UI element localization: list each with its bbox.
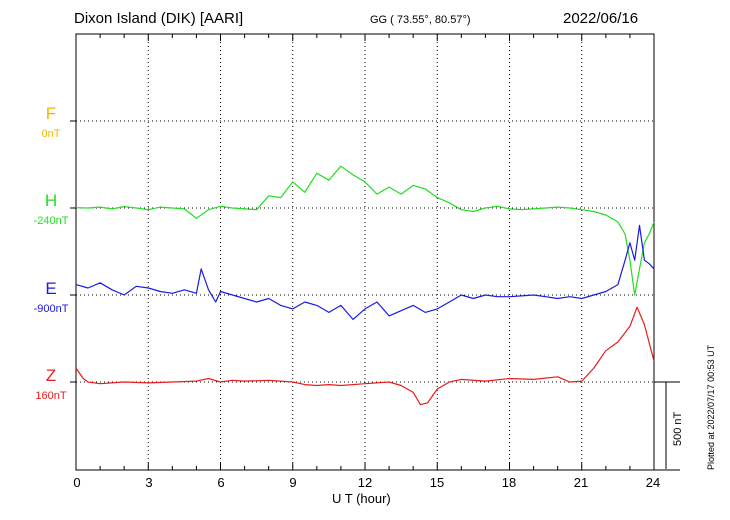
x-tick-label: 0 <box>73 475 81 490</box>
chart-axes <box>70 33 680 471</box>
channel-h-baseline: -240nT <box>33 215 69 227</box>
series-line-z <box>75 306 655 406</box>
channel-z-letter: Z <box>45 366 57 385</box>
scale-bar-label: 500 nT <box>672 411 684 446</box>
x-tick-label: 18 <box>501 475 517 490</box>
plotted-timestamp: Plotted at 2022/07/17 00:53 UT <box>706 344 716 470</box>
channel-f-letter: F <box>45 104 57 123</box>
coordinates-label: GG ( 73.55°, 80.57°) <box>370 14 471 26</box>
series-line-h <box>75 165 655 296</box>
plot-frame <box>75 33 655 471</box>
x-tick-label: 21 <box>573 475 589 490</box>
channel-e-baseline: -900nT <box>33 303 69 315</box>
series-line-e <box>75 224 655 320</box>
x-axis-label: U T (hour) <box>332 491 391 506</box>
station-title: Dixon Island (DIK) [AARI] <box>74 10 244 27</box>
x-tick-label: 12 <box>357 475 373 490</box>
x-tick-label: 6 <box>217 475 225 490</box>
x-tick-label: 9 <box>289 475 297 490</box>
channel-z-baseline: 160nT <box>35 390 67 402</box>
x-tick-label: 3 <box>145 475 153 490</box>
channel-f-baseline: 0nT <box>41 128 61 140</box>
x-tick-label: 24 <box>645 475 661 490</box>
channel-h-letter: H <box>44 191 58 210</box>
date-label: 2022/06/16 <box>563 10 639 27</box>
x-tick-label: 15 <box>429 475 445 490</box>
chart-series <box>75 165 655 406</box>
channel-e-letter: E <box>45 279 57 298</box>
